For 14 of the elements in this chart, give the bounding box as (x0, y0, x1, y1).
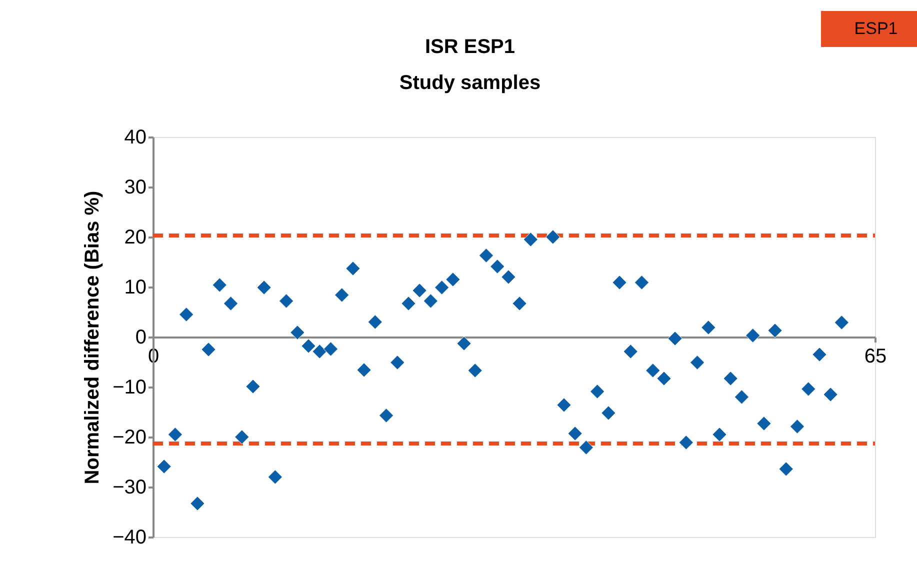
text: ESP1 (854, 19, 898, 38)
chart-title: ISR ESP1 (424, 36, 516, 58)
y-tick-label: 0 (135, 326, 146, 348)
y-tick-label: −20 (112, 426, 146, 448)
y-tick-label: −10 (112, 376, 146, 398)
y-tick-label: 10 (124, 276, 146, 298)
y-tick-label: −40 (112, 526, 146, 548)
chart-subtitle: Study samples (399, 72, 541, 94)
y-tick-label: −30 (112, 476, 146, 498)
y-tick-label: 20 (124, 226, 146, 248)
y-axis-title: Normalized difference (Bias %) (82, 190, 104, 484)
x-tick-label: 65 (864, 346, 887, 368)
y-tick-label: 40 (124, 126, 146, 148)
y-tick-label: 30 (124, 176, 146, 198)
